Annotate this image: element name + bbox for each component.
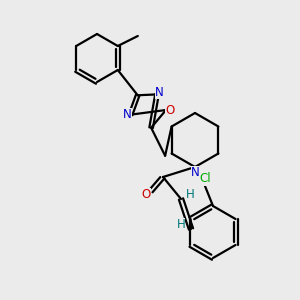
Text: Cl: Cl xyxy=(199,172,211,185)
Text: H: H xyxy=(186,188,194,202)
Text: O: O xyxy=(141,188,151,200)
Text: N: N xyxy=(154,86,164,99)
Text: H: H xyxy=(177,218,185,230)
Text: N: N xyxy=(123,108,132,121)
Text: N: N xyxy=(190,166,200,178)
Text: O: O xyxy=(165,103,175,116)
